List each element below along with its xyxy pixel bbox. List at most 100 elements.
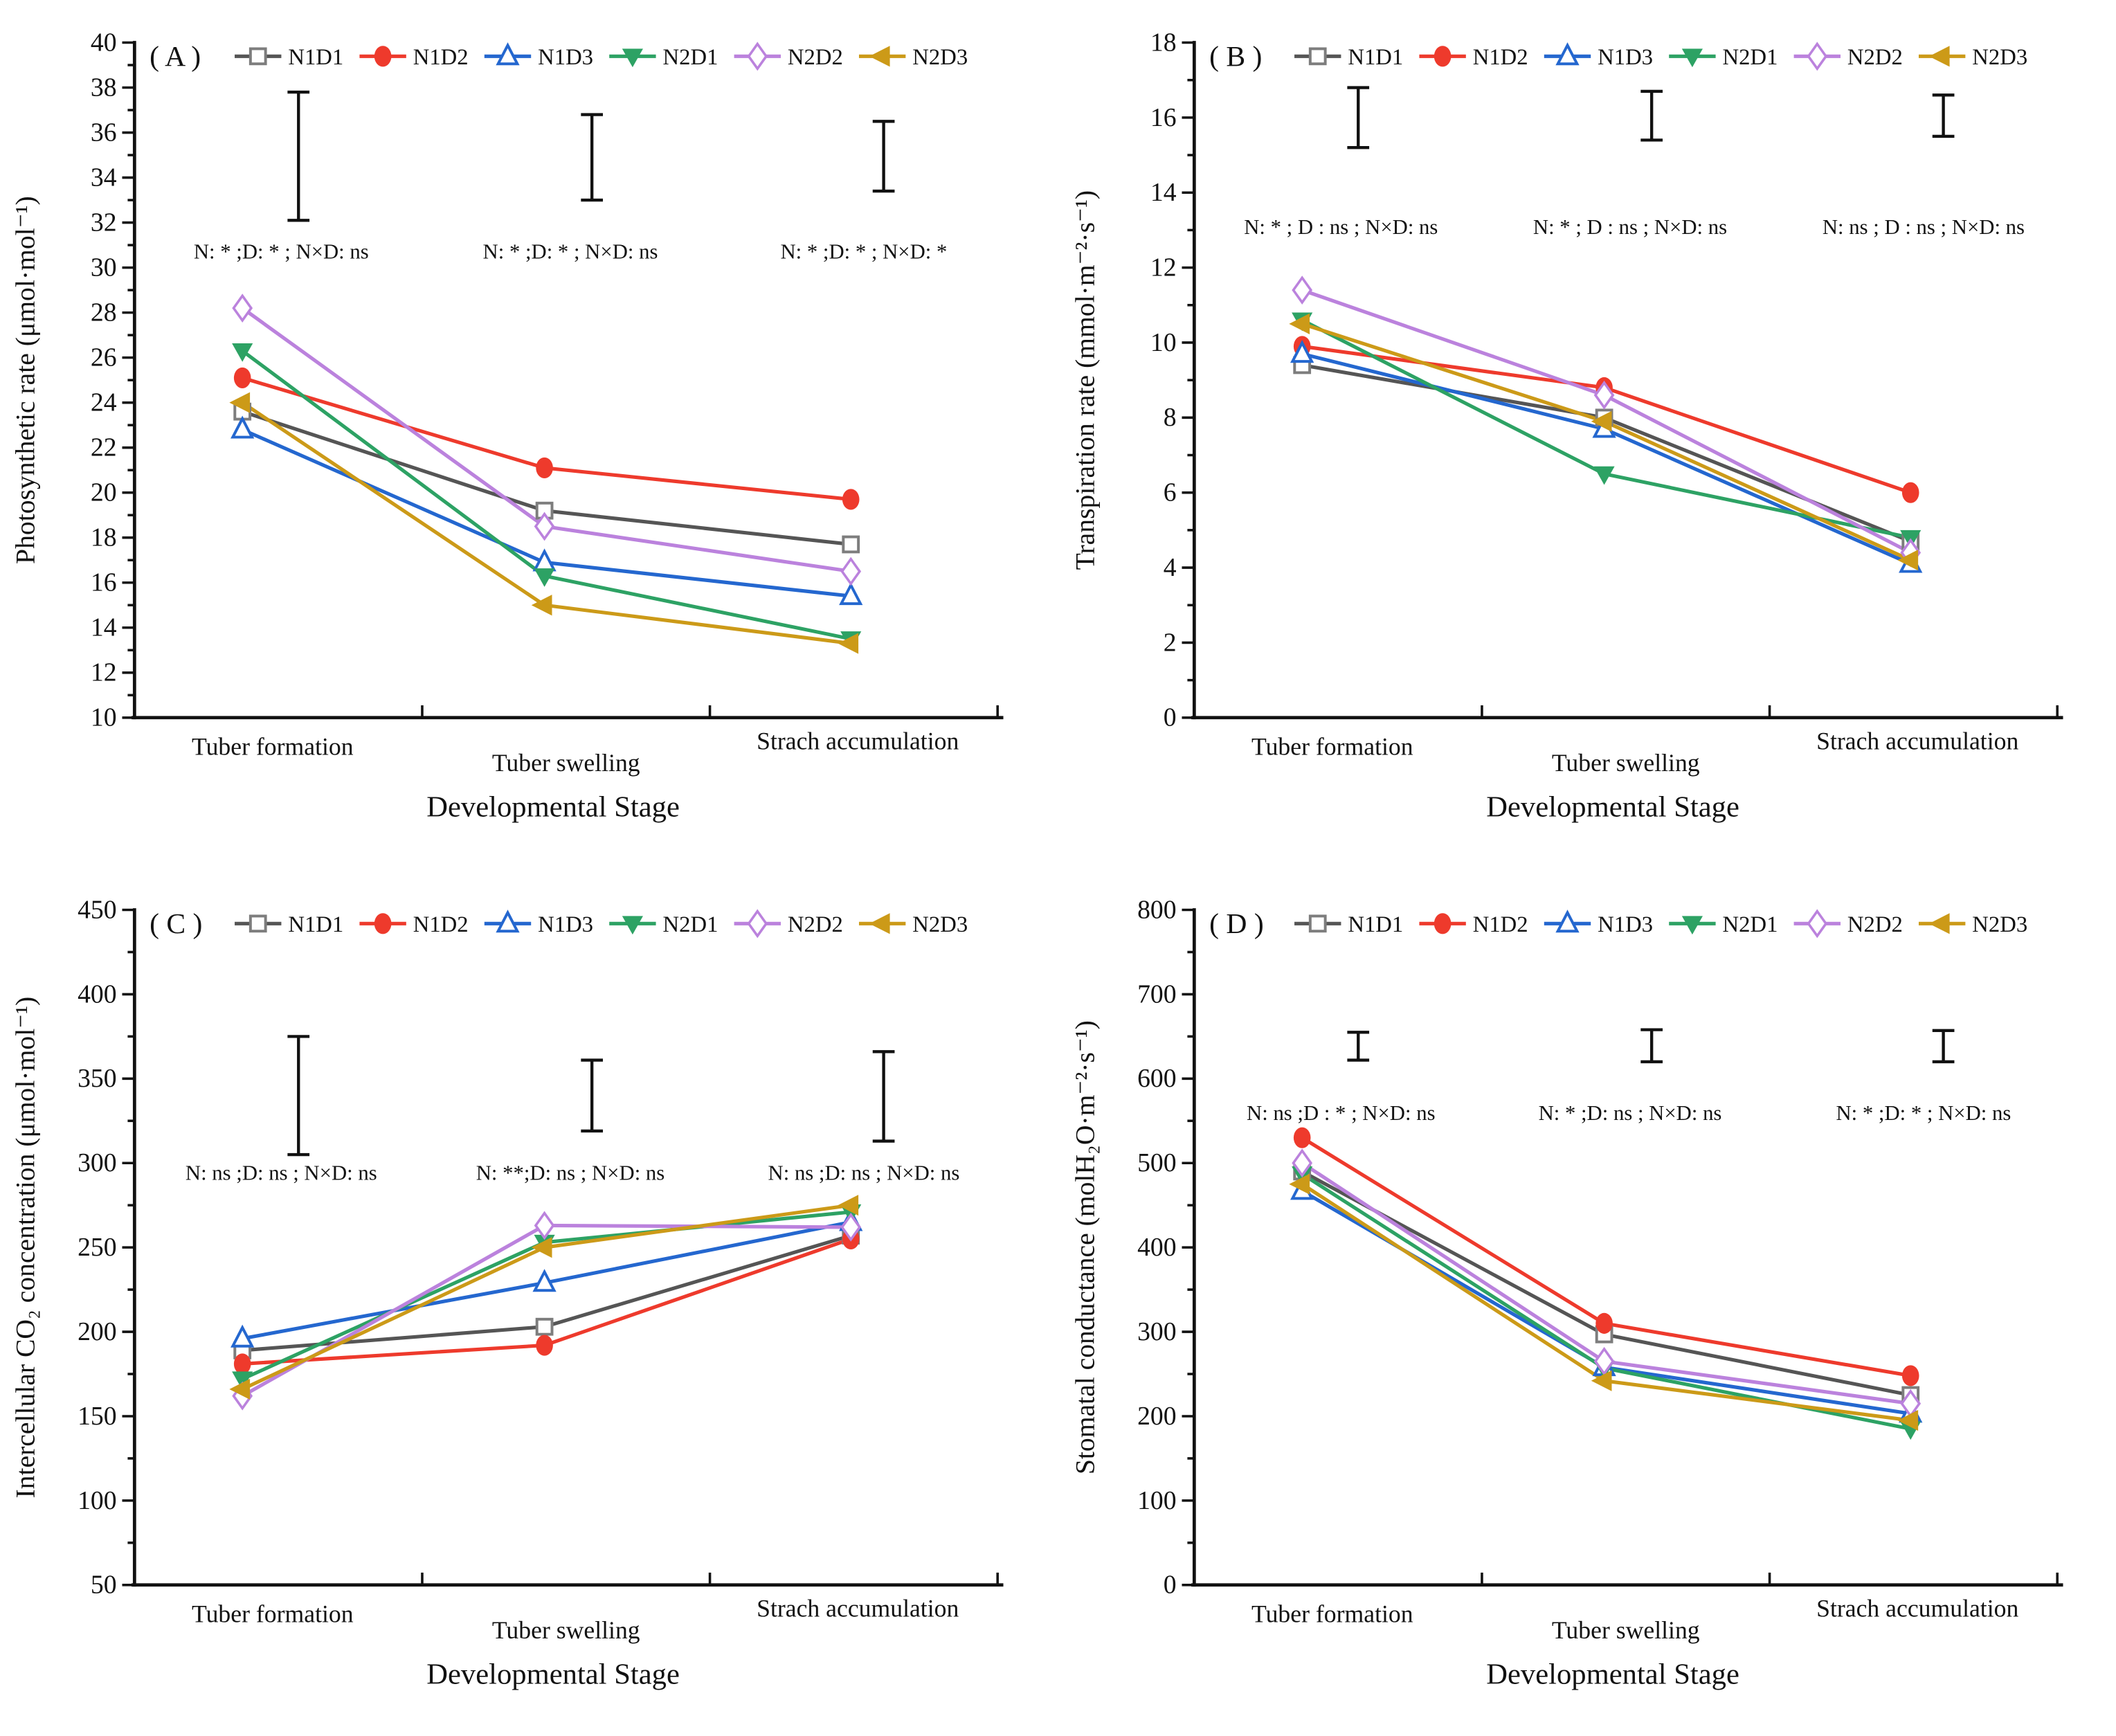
series-line-n1d2 (242, 376, 851, 502)
filled-triangle-left-marker-icon (1928, 913, 1950, 934)
y-axis-title: Stomatal conductance (molH₂O·m⁻²·s⁻¹) (1069, 1020, 1100, 1474)
open-diamond-marker-icon (1291, 1148, 1312, 1178)
filled-circle-marker-icon (536, 457, 553, 479)
chart-panel-D: 0 100 200 300 400 500 600 700 800 ( D ) N1D1 N1D2 N1… (1069, 895, 2063, 1690)
legend-item-n2d3: N2D3 (1918, 45, 2027, 70)
legend-label: N1D3 (1598, 45, 1653, 70)
lsd-error-bar (872, 1050, 895, 1143)
x-category-label: Strach accumulation (1816, 1594, 2018, 1622)
filled-triangle-left-marker-icon (1591, 410, 1611, 432)
filled-triangle-left-marker-icon (838, 1195, 859, 1216)
y-tick-label: 12 (91, 658, 117, 687)
filled-triangle-down-marker-icon (1681, 48, 1703, 68)
lsd-error-bar (1346, 1031, 1369, 1062)
legend-item-n1d1: N1D1 (235, 45, 343, 70)
open-diamond-marker-icon (534, 1211, 555, 1240)
open-diamond-marker-icon (840, 557, 862, 586)
x-axis-title: Developmental Stage (1486, 1658, 1739, 1690)
y-tick-label: 700 (1137, 979, 1176, 1009)
open-diamond-marker-icon (747, 42, 768, 71)
series-markers-n1d2 (233, 367, 860, 510)
legend-label: N2D2 (788, 912, 843, 937)
filled-circle-marker-icon (233, 1353, 251, 1375)
open-triangle-up-marker-icon (839, 582, 863, 606)
legend-label: N1D1 (1348, 912, 1403, 937)
open-triangle-up-marker-icon (496, 42, 520, 66)
y-tick-label: 2 (1163, 628, 1176, 657)
y-axis-title: Transpiration rate (mmol·m⁻²·s⁻¹) (1069, 190, 1100, 570)
panel-letter: ( B ) (1209, 41, 1262, 73)
legend-label: N2D2 (1847, 45, 1902, 70)
legend-item-n2d3: N2D3 (858, 912, 968, 937)
lsd-error-bar (1640, 1028, 1663, 1064)
y-tick-label: 450 (78, 895, 116, 924)
panel-letter: ( C ) (150, 908, 202, 940)
filled-circle-marker-icon (1434, 913, 1451, 934)
filled-triangle-left-marker-icon (1928, 46, 1950, 67)
stats-annotation: N: ns ;D: ns ; N×D: ns (768, 1161, 960, 1185)
open-diamond-marker-icon (747, 909, 768, 939)
legend-label: N1D2 (1472, 912, 1528, 937)
filled-triangle-left-marker-icon (229, 392, 251, 413)
y-tick-label: 20 (91, 478, 117, 507)
open-square-marker-icon (248, 914, 267, 933)
y-tick-label: 38 (91, 73, 117, 102)
x-category-label: Tuber formation (192, 1600, 354, 1627)
filled-circle-marker-icon (233, 367, 251, 388)
lsd-error-bar (1346, 86, 1369, 150)
filled-circle-marker-icon (374, 46, 392, 67)
legend-item-n2d3: N2D3 (858, 45, 968, 70)
y-tick-group: 0 100 200 300 400 500 600 700 800 (1137, 895, 1194, 1600)
lsd-error-bar (1932, 1029, 1954, 1064)
y-tick-label: 32 (91, 208, 117, 237)
y-tick-label: 250 (78, 1233, 116, 1262)
y-tick-label: 350 (78, 1064, 116, 1093)
open-diamond-marker-icon (1291, 275, 1312, 305)
open-square-marker-icon (842, 535, 860, 554)
y-tick-label: 200 (1137, 1402, 1176, 1431)
legend-item-n1d2: N1D2 (1418, 912, 1528, 937)
y-tick-label: 40 (91, 28, 117, 57)
open-diamond-marker-icon (534, 512, 555, 541)
legend-label: N1D2 (1472, 45, 1528, 70)
stats-annotation: N: ns ; D : ns ; N×D: ns (1822, 215, 2024, 239)
panel-b-transpiration-rate: 0 2 4 6 8 10 12 14 16 18 ( B ) N1D1 N1D2 N1D3 N2D1 N2D2… (1063, 4, 2112, 865)
panel-d-stomatal-conductance: 0 100 200 300 400 500 600 700 800 ( D ) N1D1 N1D2 N1… (1063, 871, 2112, 1732)
legend-item-n2d3: N2D3 (1918, 912, 2027, 937)
legend-label: N2D3 (912, 45, 968, 70)
legend-item-n1d3: N1D3 (484, 910, 593, 937)
y-tick-label: 28 (91, 298, 117, 327)
filled-triangle-left-marker-icon (229, 1378, 251, 1400)
series-markers-n2d3 (1288, 313, 1918, 571)
legend-label: N1D1 (288, 45, 343, 70)
legend-label: N2D1 (663, 45, 718, 70)
legend-item-n1d1: N1D1 (1294, 45, 1403, 70)
series-markers-n2d2 (232, 293, 862, 586)
series-markers-n2d3 (229, 392, 859, 654)
x-axis-title: Developmental Stage (1486, 791, 1739, 824)
filled-triangle-left-marker-icon (838, 633, 859, 654)
y-tick-label: 22 (91, 433, 117, 462)
filled-triangle-left-marker-icon (869, 913, 890, 934)
stats-annotation: N: * ;D: * ; N×D: ns (1836, 1101, 2011, 1125)
filled-triangle-down-marker-icon (232, 343, 253, 362)
open-square-marker-icon (1308, 914, 1327, 933)
filled-circle-marker-icon (1901, 1365, 1919, 1386)
x-category-label: Tuber formation (1251, 732, 1413, 760)
legend-item-n2d2: N2D2 (734, 909, 843, 939)
lsd-error-bar (872, 120, 895, 193)
x-axis-title: Developmental Stage (426, 1658, 680, 1690)
open-triangle-up-marker-icon (1555, 42, 1580, 66)
lsd-error-bar (1932, 93, 1954, 138)
y-axis-title: Photosynthetic rate (μmol·mol⁻¹) (10, 196, 41, 564)
legend-item-n1d2: N1D2 (359, 45, 469, 70)
legend-label: N1D3 (538, 45, 593, 70)
filled-triangle-down-marker-icon (534, 568, 555, 587)
open-triangle-up-marker-icon (532, 1269, 557, 1292)
stats-annotation: N: * ;D: ns ; N×D: ns (1538, 1101, 1721, 1125)
legend-item-n1d3: N1D3 (1544, 910, 1653, 937)
stats-annotation: N: * ; D : ns ; N×D: ns (1244, 215, 1438, 239)
legend-item-n2d2: N2D2 (1793, 909, 1902, 939)
legend-label: N2D1 (1722, 912, 1778, 937)
